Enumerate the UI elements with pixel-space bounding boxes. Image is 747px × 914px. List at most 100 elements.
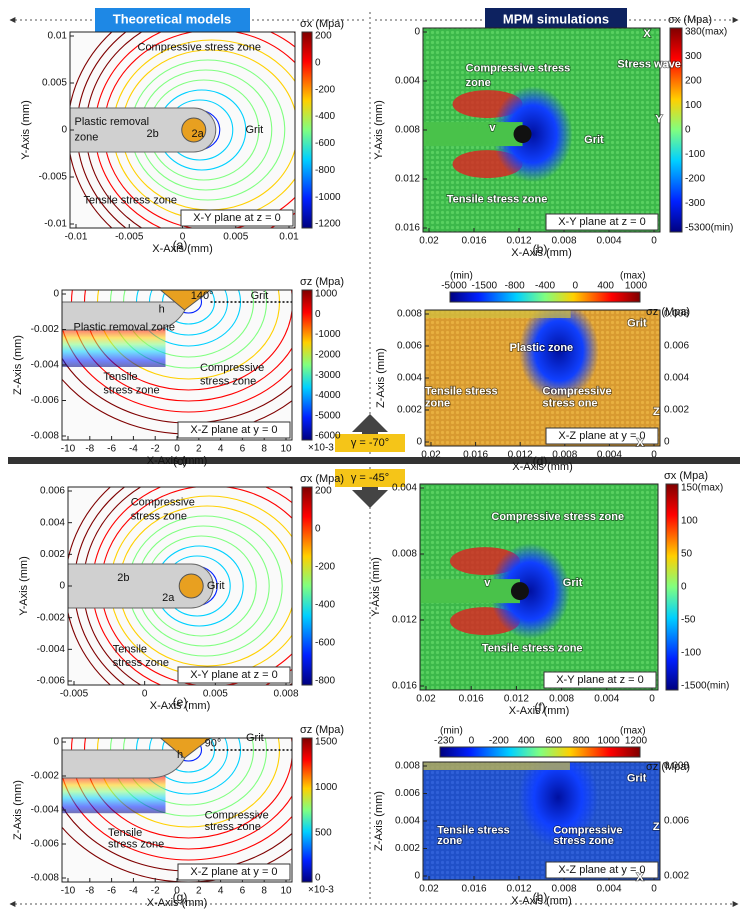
colorbar-tick-label: -800 xyxy=(505,281,525,292)
x-tick-label: 0 xyxy=(651,236,657,247)
colorbar-tick-label: -400 xyxy=(315,111,335,122)
y2-tick-label: 0.002 xyxy=(664,405,689,416)
y-tick-label: 0.008 xyxy=(395,761,420,772)
colorbar-tick-label: -200 xyxy=(315,84,335,95)
x-tick-label: 4 xyxy=(218,886,224,897)
colorbar-tick-label: -1000 xyxy=(315,192,341,203)
x-tick-label: 0 xyxy=(142,689,148,700)
caption: (a) xyxy=(173,238,188,252)
y-tick-label: 0.012 xyxy=(395,174,420,185)
caption: (g) xyxy=(173,890,188,904)
annotation: Plastic removal xyxy=(75,116,150,128)
y-tick-label: -0.002 xyxy=(31,324,60,335)
annotation: Z xyxy=(653,821,660,833)
annotation: 2a xyxy=(192,128,205,140)
plane-box xyxy=(543,671,657,689)
plane-label: X-Z plane at y = 0 xyxy=(558,430,645,442)
x-axis-label: X-Axis (mm) xyxy=(147,455,208,467)
panel: 0.02 0.016 0.012 0.008 0.004 0 0 0.004 0.008 0.01… xyxy=(373,14,733,259)
colorbar-tick-label: -800 xyxy=(315,676,335,687)
x-axis-label: X-Axis (mm) xyxy=(150,700,211,712)
annotation: Grit xyxy=(251,290,269,302)
exponent: ×10-3 xyxy=(308,443,334,454)
colorbar-title: σx (Mpa) xyxy=(668,14,712,26)
x-tick-label: 0 xyxy=(649,694,655,705)
colorbar-tick-label: -4000 xyxy=(315,390,341,401)
removal-zone xyxy=(62,749,190,779)
y-tick-label: -0.01 xyxy=(44,219,67,230)
annotation: Tensile xyxy=(103,371,137,383)
y2-tick-label: 0.006 xyxy=(664,341,689,352)
y-tick-label: 0.004 xyxy=(395,816,420,827)
x-tick-label: 0 xyxy=(174,886,180,897)
y-axis-label: Y-Axis (mm) xyxy=(20,100,32,159)
y2-tick-label: 0 xyxy=(664,437,670,448)
annotation: Compressive stress zone xyxy=(491,511,624,523)
colorbar-tick-label: 100 xyxy=(685,100,702,111)
y-tick-label: -0.004 xyxy=(37,644,66,655)
x-tick-label: 0.005 xyxy=(203,689,228,700)
colorbar-tick-label: -1500 xyxy=(472,281,498,292)
plane-box xyxy=(545,861,659,879)
x-tick-label: 0 xyxy=(651,884,657,895)
annotation: Tensile stress xyxy=(437,824,510,836)
x-tick-label: -8 xyxy=(85,886,94,897)
colorbar-title: σz (Mpa) xyxy=(646,761,690,773)
x-tick-label: 0.02 xyxy=(419,236,439,247)
x-tick-label: -2 xyxy=(151,444,160,455)
x-axis-label: X-Axis (mm) xyxy=(512,461,573,473)
y-tick-label: 0.004 xyxy=(40,517,65,528)
y-axis-label: Z-Axis (mm) xyxy=(12,780,24,840)
x-axis-label: X-Axis (mm) xyxy=(511,895,572,907)
panel: -10 -8 -6 -4 -2 0 2 4 6 8 10 0 -0.002 -0.004 -0.006 -0.… xyxy=(12,724,344,909)
x-tick-label: 4 xyxy=(218,444,224,455)
colorbar xyxy=(301,737,313,883)
x-tick-label: 0.008 xyxy=(552,450,577,461)
annotation: Tensile stress zone xyxy=(84,194,178,206)
y-tick-label: -0.002 xyxy=(31,771,60,782)
colorbar-tick-label: 50 xyxy=(681,549,693,560)
x-axis-label: X-Axis (mm) xyxy=(152,243,213,255)
removal-zone xyxy=(68,563,214,609)
caption: (h) xyxy=(533,890,548,904)
annotation: Grit xyxy=(207,580,225,592)
x-tick-label: -10 xyxy=(61,444,76,455)
y-tick-label: 0.016 xyxy=(395,223,420,234)
y-tick-label: 0 xyxy=(53,737,59,748)
plane-label: X-Y plane at z = 0 xyxy=(558,216,646,228)
colorbar-tick-label: 0 xyxy=(315,57,321,68)
y-tick-label: 0.008 xyxy=(395,125,420,136)
y-tick-label: -0.008 xyxy=(31,431,60,442)
contour xyxy=(62,773,292,861)
colorbar-tick-label: 200 xyxy=(685,76,702,87)
y-tick-label: 0.006 xyxy=(397,341,422,352)
annotation: Compressive xyxy=(553,824,622,836)
x-axis-label: X-Axis (mm) xyxy=(509,705,570,717)
colorbar-tick-label: 1000 xyxy=(597,736,620,747)
plot-frame xyxy=(419,483,659,691)
annotation: stress zone xyxy=(200,375,256,387)
x-tick-label: 0.02 xyxy=(421,450,441,461)
annotation: v xyxy=(484,577,491,589)
annotation: Compressive xyxy=(543,386,612,398)
groove xyxy=(420,579,520,604)
x-tick-label: 10 xyxy=(280,444,292,455)
x-tick-label: -6 xyxy=(107,886,116,897)
colorbar-tick-label: -2000 xyxy=(315,349,341,360)
annotation: Grit xyxy=(246,124,264,136)
colorbar-tick-label: -100 xyxy=(685,149,705,160)
annotation: Tensile stress zone xyxy=(482,643,583,655)
annotation: v xyxy=(489,122,496,134)
y-tick-label: 0.005 xyxy=(42,78,67,89)
y-tick-label: 0.012 xyxy=(392,615,417,626)
x-tick-label: -6 xyxy=(107,444,116,455)
annotation: stress zone xyxy=(131,511,187,523)
plane-box xyxy=(545,427,659,445)
y-tick-label: -0.006 xyxy=(37,676,66,687)
annotation: Tensile xyxy=(113,643,147,655)
annotation: stress zone xyxy=(205,821,261,833)
colorbar-tick-label: -400 xyxy=(535,281,555,292)
field xyxy=(423,762,660,880)
field xyxy=(423,28,660,232)
colorbar-tick-label: 380(max) xyxy=(685,27,727,38)
